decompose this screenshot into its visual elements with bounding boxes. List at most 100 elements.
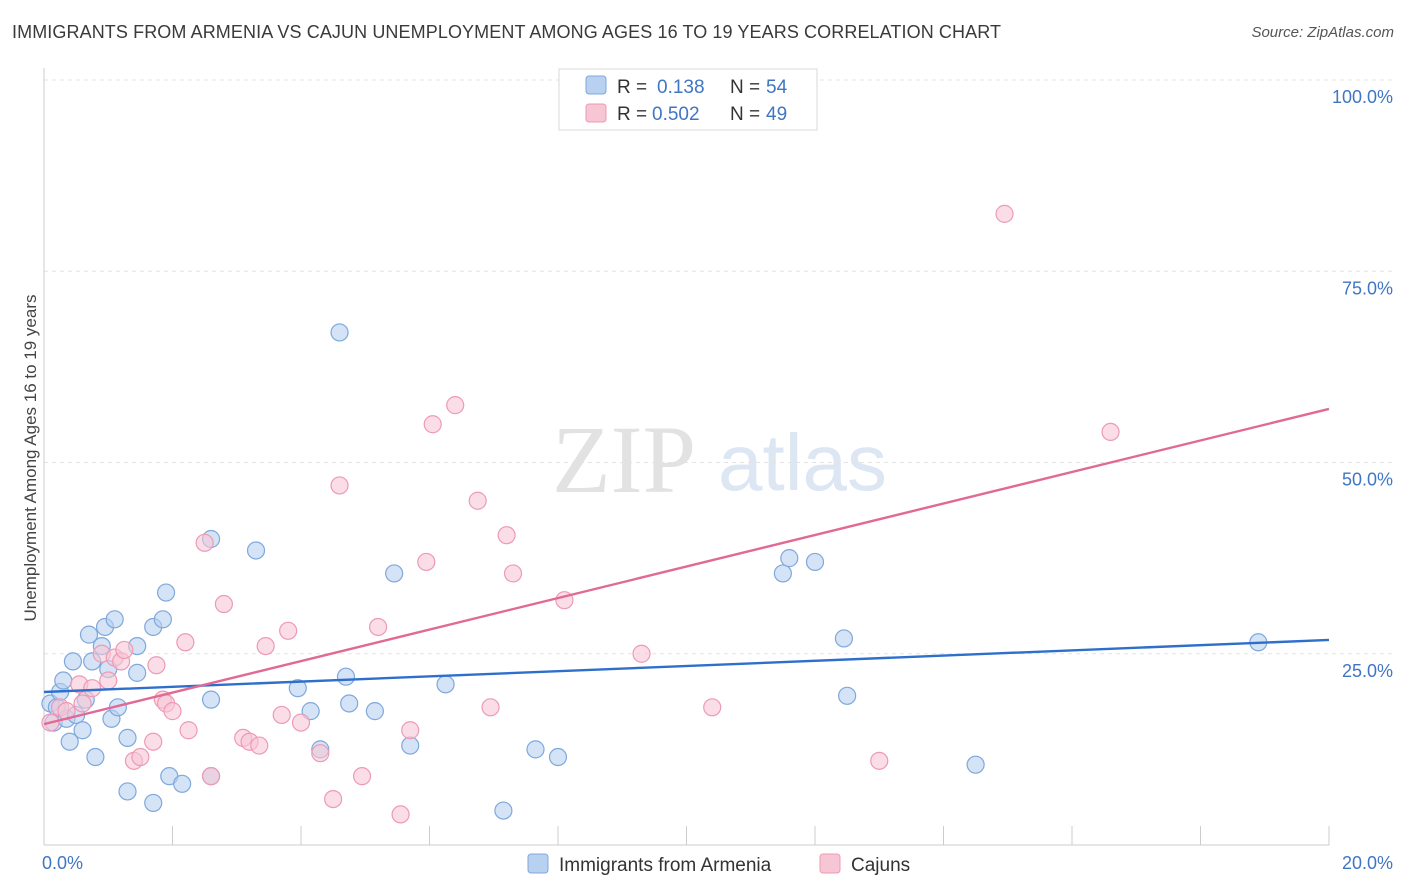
point-cajun-12 (131, 747, 150, 767)
point-cajun-13 (144, 732, 163, 751)
point-armenia-13 (86, 747, 105, 767)
point-armenia-11 (79, 625, 99, 644)
axes (43, 68, 1330, 846)
point-armenia-49 (805, 552, 825, 572)
point-armenia-27 (156, 583, 176, 602)
legend-r-label-cajun: R = (617, 104, 647, 125)
trend-line-armenia (43, 638, 1330, 694)
y-tick-label-3: 100.0% (1332, 87, 1393, 107)
point-cajun-31 (324, 789, 343, 809)
point-armenia-40 (365, 702, 384, 721)
point-cajun-33 (352, 767, 372, 786)
point-armenia-9 (73, 721, 92, 740)
point-armenia-44 (494, 801, 513, 820)
point-armenia-26 (153, 610, 172, 629)
point-cajun-22 (214, 594, 233, 614)
legend-n-label-armenia: N = (730, 77, 760, 98)
point-cajun-36 (401, 721, 420, 740)
legend-n-label-cajun: N = (730, 104, 760, 125)
series-armenia-points (41, 323, 1268, 820)
point-cajun-35 (391, 805, 410, 824)
point-armenia-37 (330, 323, 349, 342)
chart-title: IMMIGRANTS FROM ARMENIA VS CAJUN UNEMPLO… (12, 22, 1002, 42)
point-cajun-29 (291, 713, 311, 732)
legend-swatch-armenia (585, 75, 607, 95)
y-tick-label-0: 25.0% (1342, 661, 1393, 681)
legend-r-value-cajun: 0.502 (652, 104, 700, 125)
point-armenia-38 (336, 667, 356, 686)
legend-n-value-armenia: 54 (766, 77, 788, 98)
bottom-legend-label-cajun: Cajuns (851, 855, 910, 876)
point-cajun-34 (369, 617, 388, 637)
legend-swatch-cajun (585, 103, 607, 123)
gridlines (44, 79, 1392, 655)
y-tick-label-2: 75.0% (1342, 278, 1393, 298)
tick-labels: 25.0% 50.0% 75.0% 100.0% 0.0% 20.0% (42, 87, 1393, 873)
point-armenia-45 (526, 740, 545, 759)
point-armenia-47 (773, 564, 792, 583)
x-tick-label-1: 20.0% (1342, 853, 1393, 873)
point-armenia-46 (548, 747, 568, 767)
trend-line-cajun (43, 407, 1330, 726)
point-cajun-27 (272, 705, 291, 725)
point-armenia-33 (246, 541, 266, 560)
point-cajun-40 (468, 491, 487, 510)
bottom-legend-label-armenia: Immigrants from Armenia (559, 855, 772, 876)
point-cajun-10 (115, 640, 134, 660)
correlation-legend: R = 0.138 N = 54 R = 0.502 N = 49 (558, 68, 818, 131)
series-cajun-points (41, 204, 1120, 824)
point-cajun-46 (703, 698, 722, 717)
point-cajun-5 (83, 679, 102, 698)
legend-r-label-armenia: R = (617, 77, 647, 98)
point-armenia-43 (436, 675, 455, 694)
watermark-atlas: atlas (718, 418, 887, 507)
point-armenia-50 (834, 629, 854, 648)
point-cajun-21 (201, 767, 221, 786)
point-armenia-29 (173, 774, 192, 793)
point-armenia-34 (288, 679, 307, 698)
point-cajun-37 (417, 552, 436, 572)
point-armenia-24 (144, 793, 163, 813)
bottom-legend-swatch-armenia (527, 853, 549, 874)
point-cajun-42 (497, 526, 516, 545)
point-armenia-51 (838, 686, 857, 705)
point-cajun-26 (256, 636, 275, 656)
point-cajun-17 (163, 702, 182, 721)
point-cajun-43 (503, 564, 523, 583)
point-cajun-32 (330, 476, 349, 495)
point-armenia-21 (118, 782, 137, 801)
point-cajun-18 (176, 633, 195, 652)
point-armenia-7 (63, 652, 83, 671)
y-axis-label: Unemployment Among Ages 16 to 19 years (21, 295, 40, 622)
y-tick-label-1: 50.0% (1342, 470, 1393, 490)
point-armenia-18 (105, 610, 124, 629)
point-cajun-45 (632, 644, 651, 663)
point-armenia-6 (60, 732, 79, 751)
point-armenia-31 (201, 690, 221, 709)
x-tick-label-0: 0.0% (42, 853, 83, 873)
point-cajun-30 (311, 744, 330, 763)
point-armenia-22 (128, 663, 147, 682)
bottom-legend-swatch-cajun (819, 853, 841, 874)
point-cajun-14 (147, 656, 166, 675)
series-legend: Immigrants from Armenia Cajuns (527, 853, 910, 876)
point-cajun-39 (446, 396, 465, 415)
point-cajun-38 (423, 415, 442, 434)
point-cajun-19 (179, 721, 198, 740)
legend-n-value-cajun: 49 (766, 104, 787, 125)
point-cajun-20 (195, 533, 214, 552)
point-cajun-25 (250, 736, 269, 755)
point-armenia-52 (966, 755, 985, 774)
point-armenia-42 (401, 736, 420, 755)
point-armenia-41 (385, 564, 404, 583)
trend-lines (43, 407, 1330, 726)
point-cajun-47 (870, 751, 889, 770)
point-cajun-4 (73, 694, 92, 713)
watermark-zip: ZIP (552, 406, 696, 513)
point-cajun-49 (1101, 422, 1120, 441)
point-cajun-7 (99, 671, 118, 690)
point-armenia-4 (54, 671, 73, 690)
source-label: Source: ZipAtlas.com (1251, 24, 1394, 41)
point-cajun-48 (995, 204, 1014, 223)
